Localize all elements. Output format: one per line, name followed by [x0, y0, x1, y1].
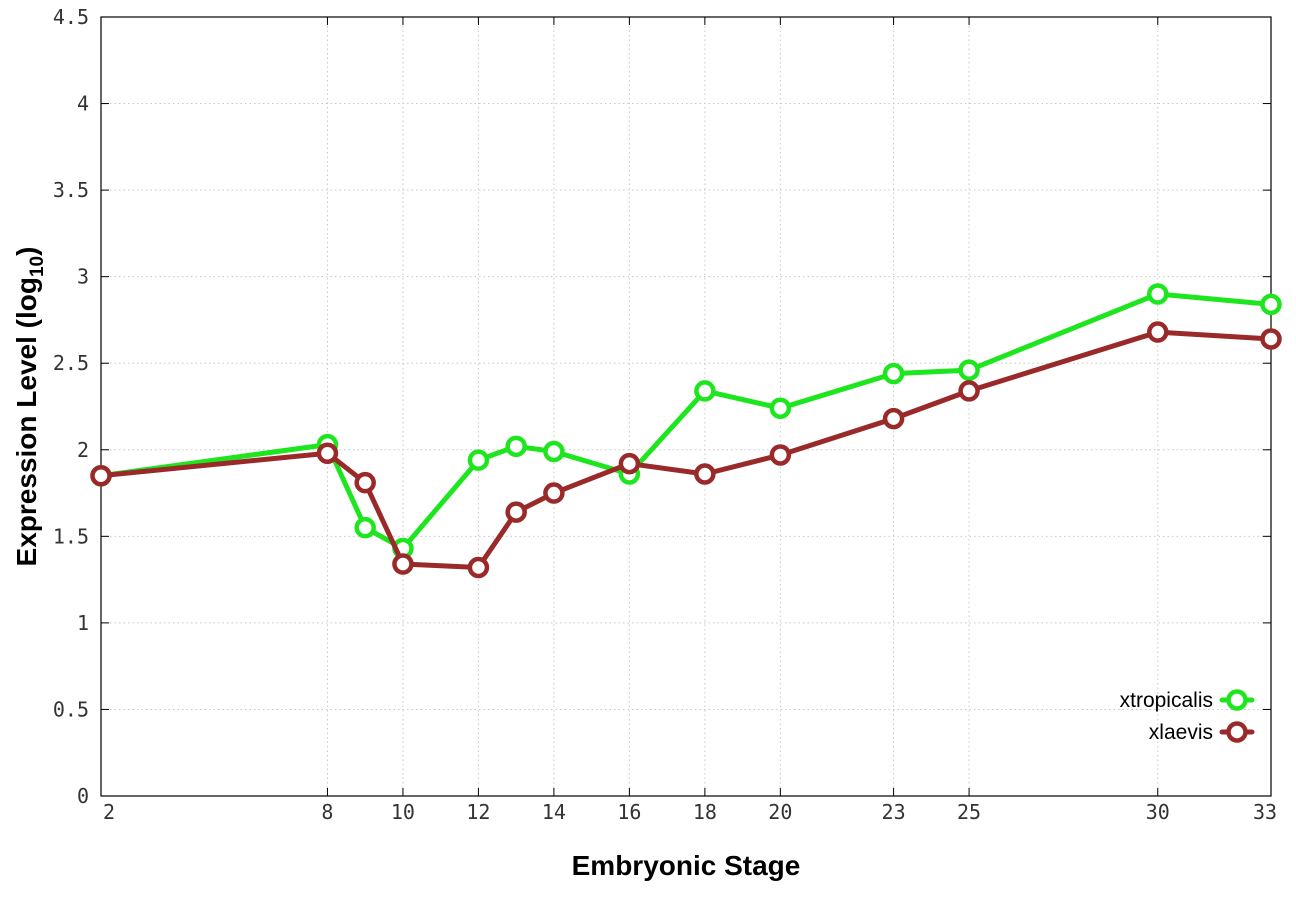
y-tick-label: 1: [77, 611, 89, 635]
x-tick-label: 23: [882, 800, 906, 824]
x-tick-label: 18: [693, 800, 717, 824]
series: [90, 283, 1282, 579]
x-tick-label: 25: [957, 800, 981, 824]
y-tick-label: 4.5: [53, 5, 89, 29]
data-point-xtropicalis: [505, 435, 527, 458]
y-tick-label: 2: [77, 438, 89, 462]
data-point-xlaevis: [316, 442, 339, 464]
data-point-xlaevis: [467, 556, 490, 579]
x-tick-label: 16: [617, 800, 641, 824]
y-axis-title-main: Expression Level (log: [11, 277, 42, 566]
data-point-xtropicalis: [1147, 283, 1169, 305]
data-point-xlaevis: [958, 380, 980, 402]
data-point-xlaevis: [1147, 321, 1169, 343]
x-tick-label: 10: [391, 800, 415, 824]
data-point-xlaevis: [543, 482, 565, 504]
data-point-xtropicalis: [694, 380, 716, 402]
data-point-xtropicalis: [769, 397, 792, 419]
data-point-xtropicalis: [543, 440, 565, 463]
series-line-xlaevis: [98, 329, 1274, 570]
series-xlaevis: [90, 321, 1282, 579]
data-point-xlaevis: [1260, 328, 1282, 350]
legend-marker-xlaevis: [1226, 721, 1248, 743]
x-tick-label: 33: [1253, 800, 1277, 824]
x-tick-label: 2: [103, 800, 115, 824]
y-tick-label: 0: [77, 784, 89, 808]
legend-marker-xtropicalis: [1226, 689, 1248, 711]
y-axis-title-subscript: 10: [27, 256, 48, 277]
data-point-xtropicalis: [958, 359, 980, 381]
data-point-xlaevis: [505, 501, 527, 523]
y-tick-label: 1.5: [53, 524, 89, 548]
data-point-xlaevis: [392, 553, 414, 575]
y-axis: 0 0.5 1 1.5 2 2.5 3 3.5 4 4.5: [53, 5, 1271, 808]
y-tick-label: 0.5: [53, 697, 89, 721]
data-point-xlaevis: [882, 407, 905, 430]
y-axis-title: Expression Level (log10): [11, 247, 48, 567]
data-point-xlaevis: [618, 452, 641, 475]
y-tick-label: 4: [77, 92, 89, 116]
data-point-xtropicalis: [1260, 293, 1282, 316]
legend-label-xlaevis: xlaevis: [1149, 721, 1213, 744]
data-point-xtropicalis: [882, 362, 905, 385]
legend-label-xtropicalis: xtropicalis: [1120, 689, 1213, 712]
legend: xtropicalis xlaevis: [1120, 689, 1255, 744]
data-point-xlaevis: [769, 444, 792, 466]
x-axis: 2 8 10 12 14 16 18 20 23 25 30 33: [100, 17, 1277, 824]
plot-frame: [100, 16, 1272, 797]
data-point-xlaevis: [90, 464, 112, 487]
x-tick-label: 14: [542, 800, 566, 824]
y-tick-label: 2.5: [53, 351, 89, 375]
y-tick-label: 3.5: [53, 178, 89, 202]
x-axis-title: Embryonic Stage: [572, 850, 801, 881]
data-point-xlaevis: [694, 463, 716, 485]
x-tick-label: 20: [768, 800, 792, 824]
y-axis-title-close: ): [11, 247, 42, 256]
data-point-xtropicalis: [467, 449, 490, 471]
x-tick-label: 8: [321, 800, 333, 824]
x-tick-label: 30: [1146, 800, 1170, 824]
data-point-xtropicalis: [354, 516, 376, 539]
y-tick-label: 3: [77, 265, 89, 289]
x-tick-label: 12: [466, 800, 490, 824]
data-point-xlaevis: [354, 471, 376, 494]
